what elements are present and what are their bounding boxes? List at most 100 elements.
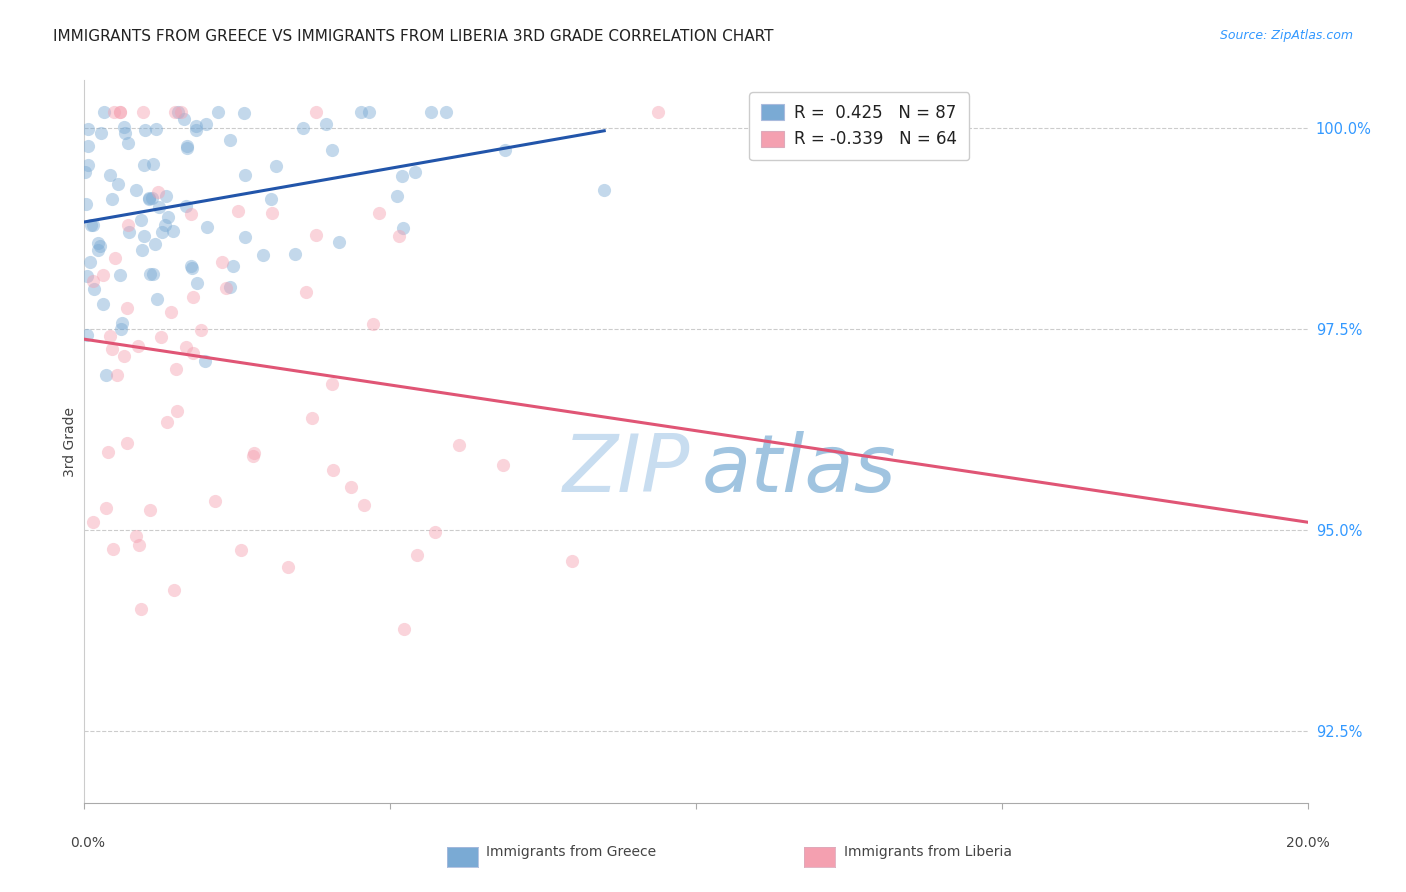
Point bbox=[132, 229, 155, 244]
Point bbox=[301, 411, 323, 425]
Point bbox=[149, 330, 172, 344]
Point bbox=[305, 227, 328, 242]
Point bbox=[284, 247, 307, 261]
Point bbox=[138, 192, 160, 206]
Point bbox=[252, 248, 274, 262]
Point bbox=[242, 449, 264, 463]
Point bbox=[155, 188, 177, 202]
Point bbox=[108, 268, 131, 283]
Point bbox=[174, 198, 197, 212]
Text: 20.0%: 20.0% bbox=[1285, 836, 1330, 850]
Point bbox=[180, 259, 202, 273]
Point bbox=[392, 221, 415, 235]
Point bbox=[96, 500, 118, 515]
Point bbox=[264, 159, 287, 173]
Point bbox=[142, 267, 165, 281]
Point bbox=[117, 136, 139, 150]
Point bbox=[115, 435, 138, 450]
Point bbox=[94, 368, 117, 382]
Point bbox=[83, 282, 105, 296]
Point bbox=[143, 236, 166, 251]
Point bbox=[186, 276, 208, 290]
Point bbox=[494, 143, 516, 157]
Text: Source: ZipAtlas.com: Source: ZipAtlas.com bbox=[1219, 29, 1353, 42]
Point bbox=[162, 224, 184, 238]
Point bbox=[195, 220, 218, 235]
Point bbox=[232, 106, 254, 120]
Point bbox=[114, 126, 136, 140]
Point bbox=[419, 105, 441, 120]
Point bbox=[77, 122, 100, 136]
Point bbox=[104, 251, 127, 265]
Point bbox=[101, 342, 124, 356]
Point bbox=[105, 368, 128, 382]
Point bbox=[350, 105, 373, 120]
Point bbox=[218, 280, 240, 294]
Point bbox=[134, 123, 156, 137]
Point bbox=[295, 285, 318, 299]
Point bbox=[138, 191, 160, 205]
Point bbox=[118, 225, 141, 239]
Point bbox=[129, 602, 152, 616]
Legend: R =  0.425   N = 87, R = -0.339   N = 64: R = 0.425 N = 87, R = -0.339 N = 64 bbox=[749, 92, 969, 160]
Point bbox=[328, 235, 350, 249]
Point bbox=[184, 122, 207, 136]
Point bbox=[108, 105, 131, 120]
Point bbox=[291, 121, 314, 136]
Point bbox=[181, 290, 204, 304]
Point bbox=[107, 177, 129, 191]
Point bbox=[148, 200, 170, 214]
Point bbox=[112, 120, 135, 135]
Point bbox=[233, 230, 256, 244]
Point bbox=[165, 362, 187, 376]
Point bbox=[321, 377, 343, 392]
Point bbox=[101, 541, 124, 556]
Point bbox=[215, 280, 238, 294]
Point bbox=[167, 105, 190, 120]
Point bbox=[142, 157, 165, 171]
Point bbox=[97, 445, 120, 459]
Point bbox=[163, 582, 186, 597]
Point bbox=[218, 133, 240, 147]
Point bbox=[233, 168, 256, 182]
Point bbox=[82, 218, 104, 232]
Point bbox=[361, 318, 384, 332]
Point bbox=[367, 205, 389, 219]
Point bbox=[110, 322, 132, 336]
Point bbox=[391, 169, 413, 184]
Point bbox=[321, 143, 343, 157]
Point bbox=[156, 415, 179, 429]
Point bbox=[79, 218, 101, 232]
Point bbox=[139, 267, 162, 281]
Point bbox=[492, 458, 515, 473]
Point bbox=[98, 329, 121, 343]
Point bbox=[115, 301, 138, 315]
Text: IMMIGRANTS FROM GREECE VS IMMIGRANTS FROM LIBERIA 3RD GRADE CORRELATION CHART: IMMIGRANTS FROM GREECE VS IMMIGRANTS FRO… bbox=[53, 29, 773, 44]
Point bbox=[89, 239, 111, 253]
Point bbox=[357, 105, 380, 120]
Point bbox=[194, 354, 217, 368]
Point bbox=[243, 446, 266, 460]
Point bbox=[322, 463, 344, 477]
Point bbox=[90, 126, 112, 140]
Text: ZIP: ZIP bbox=[562, 432, 690, 509]
Point bbox=[388, 228, 411, 243]
Point bbox=[166, 403, 188, 417]
Point bbox=[405, 548, 427, 562]
Point bbox=[91, 297, 114, 311]
Text: Immigrants from Liberia: Immigrants from Liberia bbox=[844, 845, 1011, 859]
Point bbox=[404, 165, 426, 179]
Point bbox=[174, 340, 197, 354]
Point bbox=[146, 186, 169, 200]
Point bbox=[353, 499, 375, 513]
Point bbox=[125, 528, 148, 542]
Point bbox=[76, 268, 98, 283]
Point bbox=[385, 189, 408, 203]
Point bbox=[145, 121, 167, 136]
Point bbox=[315, 117, 337, 131]
Point bbox=[146, 292, 169, 306]
Point bbox=[98, 168, 121, 182]
Point bbox=[112, 349, 135, 363]
Point bbox=[211, 255, 233, 269]
Point bbox=[128, 538, 150, 552]
